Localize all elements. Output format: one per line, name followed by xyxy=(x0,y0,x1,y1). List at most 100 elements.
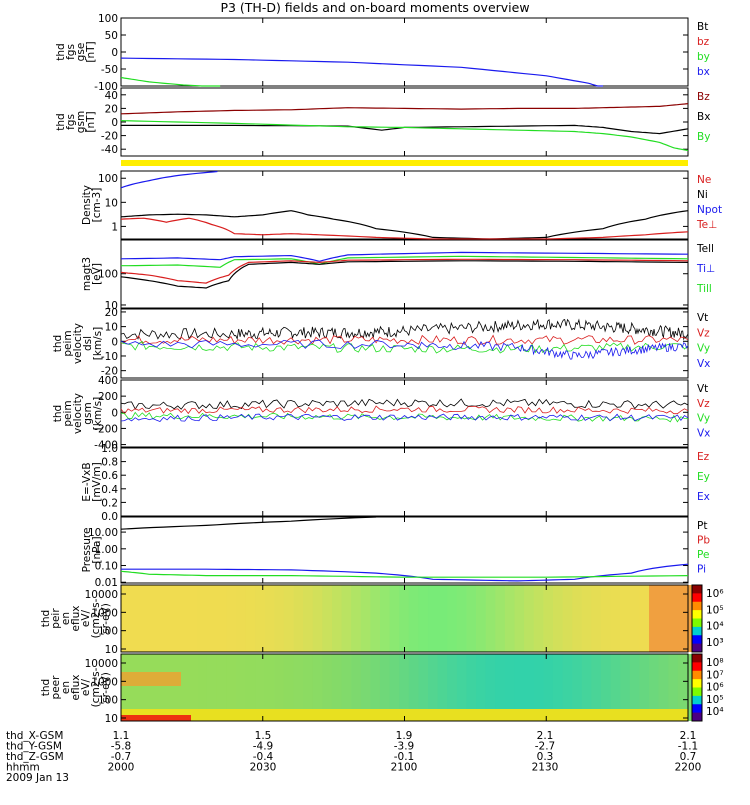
series-line-Vt xyxy=(120,318,689,341)
spectrogram-cell xyxy=(610,654,622,721)
y-tick-label: 10 xyxy=(105,644,118,656)
colorbar-frame xyxy=(691,653,703,722)
spectrogram-cell xyxy=(120,585,131,652)
spectrogram-cell xyxy=(216,585,228,652)
chart-title: P3 (TH-D) fields and on-board moments ov… xyxy=(220,0,529,15)
legend-entry: Ni xyxy=(697,189,708,201)
spectrogram-cell xyxy=(178,654,189,721)
legend-entry: bx xyxy=(697,66,710,78)
y-tick-label: 0 xyxy=(111,47,118,59)
spectrogram-cell xyxy=(658,585,670,652)
spectrogram-cell xyxy=(456,585,468,652)
legend-entry: Ti⊥ xyxy=(696,263,715,275)
colorbar-segment xyxy=(692,654,702,663)
spectrogram-cell xyxy=(245,654,256,721)
ephemeris-value: 0.7 xyxy=(680,751,697,763)
spectrogram-cell xyxy=(245,585,256,652)
y-axis-label: eflux xyxy=(70,675,82,701)
series-line-bx xyxy=(120,57,603,87)
legend-entry: Vt xyxy=(697,383,708,395)
y-axis-label: [km/s] xyxy=(92,397,104,431)
ephemeris-label: thd_Z-GSM xyxy=(6,751,64,763)
y-axis-label: peer xyxy=(50,675,62,700)
spectrogram-cell xyxy=(206,654,218,721)
y-tick-label: 0 xyxy=(111,336,118,348)
legend-entry: Ey xyxy=(697,471,710,483)
spectrogram-cell xyxy=(601,585,612,652)
y-tick-label: 100 xyxy=(98,269,118,281)
spectrogram-cell xyxy=(476,585,487,652)
y-tick-label: 50 xyxy=(105,30,118,42)
spectrogram-cell xyxy=(629,654,641,721)
y-axis-label: [km/s] xyxy=(92,327,104,361)
legend-entry: Vx xyxy=(697,358,710,370)
spectrogram-cell xyxy=(274,585,285,652)
y-axis-label: velocity xyxy=(72,323,84,364)
spectrogram-cell xyxy=(379,654,391,721)
spectrogram-cell xyxy=(668,654,679,721)
y-tick-label: 10.00 xyxy=(88,527,118,539)
y-axis-label: (cm2-s- xyxy=(90,598,102,638)
y-axis-label: [eV] xyxy=(91,263,103,285)
y-tick-label: 0.0 xyxy=(101,511,118,523)
spectrogram-cell xyxy=(235,654,247,721)
legend-entry: Pi xyxy=(697,564,706,576)
spectrogram-cell xyxy=(168,585,180,652)
spectrogram-cell xyxy=(283,585,295,652)
spectrogram-cell xyxy=(389,585,401,652)
series-line-Npot xyxy=(120,170,218,189)
y-tick-label: 0.10 xyxy=(95,561,118,573)
series-line-Vy xyxy=(120,411,689,423)
y-tick-label: 20 xyxy=(105,103,118,115)
colorbar-segment xyxy=(692,704,702,714)
spectrogram-cell xyxy=(293,585,304,652)
spectrogram-cell xyxy=(629,585,641,652)
colorbar-tick-label: 10⁵ xyxy=(706,604,724,616)
colorbar-tick-label: 10⁸ xyxy=(706,657,724,669)
spectrogram-cell xyxy=(370,585,381,652)
colorbar-segment xyxy=(692,670,702,680)
spectrogram-cell xyxy=(639,585,650,652)
spectrogram-cell xyxy=(668,585,679,652)
legend-entry: Till xyxy=(696,283,712,295)
y-axis-label: en xyxy=(60,681,72,694)
y-tick-label: 100 xyxy=(98,695,118,707)
spectrogram-cell xyxy=(418,585,429,652)
colorbar-tick-label: 10⁶ xyxy=(706,588,724,600)
y-axis-label: fgs xyxy=(65,114,77,130)
ephemeris-value: 2100 xyxy=(391,762,418,774)
y-axis-label: thd xyxy=(40,610,52,627)
y-tick-label: -50 xyxy=(101,64,118,76)
colorbar-tick-label: 10⁴ xyxy=(706,621,724,633)
y-axis-label: thd xyxy=(52,405,64,422)
legend-entry: Te⊥ xyxy=(696,219,717,231)
ephemeris-value: 2030 xyxy=(250,762,277,774)
spectrogram-cell xyxy=(235,585,247,652)
ephemeris-value: 0.3 xyxy=(537,751,554,763)
y-tick-label: 0.2 xyxy=(101,497,118,509)
spectrogram-cell xyxy=(408,654,420,721)
series-line-By xyxy=(120,120,689,152)
spectrogram-cell xyxy=(351,585,362,652)
y-axis-label: eV/ xyxy=(80,678,92,696)
legend-entry: Vy xyxy=(697,343,710,355)
y-tick-label: 1.00 xyxy=(95,544,118,556)
colorbar-frame xyxy=(691,584,703,653)
series-line-Vz xyxy=(120,334,689,345)
spectrogram-cell xyxy=(293,654,304,721)
colorbar-segment xyxy=(692,679,702,688)
y-tick-label: 10 xyxy=(105,300,118,312)
colorbar-segment xyxy=(692,695,702,705)
y-axis-label: Density xyxy=(81,185,93,225)
spectrogram-cell xyxy=(399,585,410,652)
ephemeris-value: -0.1 xyxy=(394,751,415,763)
series-line-Bx xyxy=(121,124,689,135)
spectrogram-cell xyxy=(120,654,131,721)
spectrogram-band xyxy=(121,715,191,721)
spectrogram-cell xyxy=(658,654,670,721)
spectrogram-cell xyxy=(408,585,420,652)
spectrogram-cell xyxy=(187,654,199,721)
spectrogram-cell xyxy=(572,654,583,721)
